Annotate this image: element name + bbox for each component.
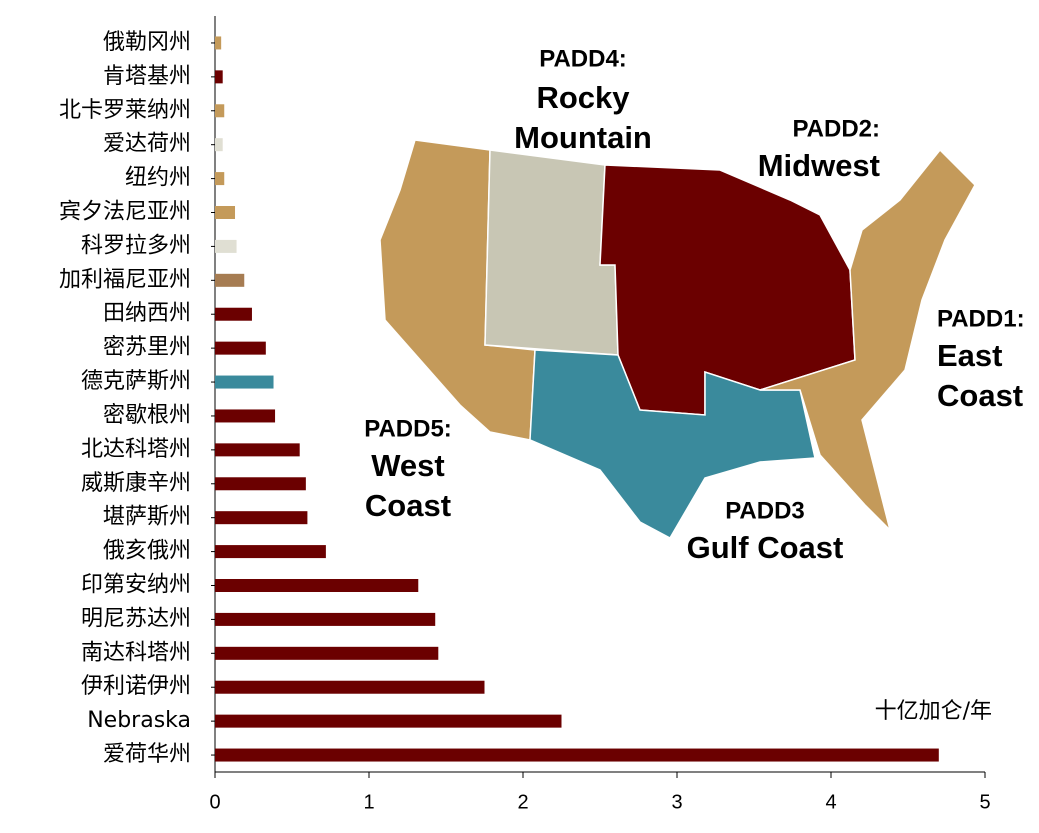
bar: [215, 443, 300, 457]
x-tick-label: 1: [363, 791, 374, 813]
y-tick-label: 密歇根州: [103, 403, 191, 428]
y-tick-label: 威斯康辛州: [81, 471, 191, 496]
map: [379, 139, 976, 540]
bar: [215, 579, 419, 592]
region-label: PADD2:: [792, 115, 880, 142]
bar: [215, 273, 245, 287]
region-label: Coast: [365, 488, 451, 523]
bar: [215, 477, 306, 491]
y-tick-label: 密苏里州: [103, 335, 191, 360]
y-tick-label: 加利福尼亚州: [59, 267, 191, 292]
map-region-rocky: [484, 149, 619, 356]
y-tick-label: 堪萨斯州: [103, 505, 191, 530]
bar: [215, 748, 939, 762]
y-tick-label: 科罗拉多州: [81, 233, 191, 258]
y-tick-label: 北卡罗莱纳州: [59, 98, 191, 123]
region-label: PADD5:: [364, 415, 452, 442]
map-region-gulf: [529, 349, 816, 540]
region-label: West: [371, 448, 445, 483]
y-tick-label: 印第安纳州: [81, 573, 191, 598]
bar: [215, 104, 225, 118]
bar: [215, 70, 223, 84]
bar: [215, 680, 485, 694]
bar: [215, 307, 252, 321]
region-label: East: [937, 338, 1002, 373]
y-tick-label: 爱荷华州: [103, 742, 191, 767]
y-tick-label: 肯塔基州: [103, 64, 191, 89]
y-tick-label: Nebraska: [87, 708, 191, 733]
x-tick-label: 4: [825, 791, 836, 813]
bar: [215, 511, 308, 525]
x-tick-label: 0: [209, 791, 220, 813]
x-tick-label: 3: [671, 791, 682, 813]
y-tick-label: 俄亥俄州: [103, 539, 191, 564]
y-tick-label: 田纳西州: [103, 301, 191, 326]
unit-label: 十亿加仑/年: [875, 699, 992, 724]
y-tick-label: 南达科塔州: [81, 640, 191, 665]
region-label: PADD1:: [937, 305, 1025, 332]
region-label: Coast: [937, 378, 1023, 413]
bar: [215, 646, 439, 660]
bar: [215, 341, 266, 355]
x-tick-label: 5: [979, 791, 990, 813]
bar: [215, 206, 236, 219]
y-tick-label: 明尼苏达州: [81, 606, 191, 631]
bar: [215, 36, 222, 50]
region-label: PADD3: [725, 497, 805, 524]
bar: [215, 375, 274, 389]
y-tick-label: 德克萨斯州: [81, 369, 191, 394]
y-tick-label: 北达科塔州: [81, 437, 191, 462]
bar: [215, 409, 276, 423]
y-tick-label: 俄勒冈州: [103, 30, 191, 55]
x-tick-label: 2: [517, 791, 528, 813]
bar: [215, 612, 436, 626]
region-label: Midwest: [758, 148, 880, 183]
region-label: Rocky: [536, 80, 630, 115]
y-tick-label: 纽约州: [125, 166, 191, 191]
y-tick-label: 爱达荷州: [103, 132, 191, 157]
bar: [215, 138, 223, 152]
y-tick-label: 宾夕法尼亚州: [59, 200, 191, 225]
bar: [215, 239, 237, 253]
y-tick-label: 伊利诺伊州: [81, 674, 191, 699]
map-region-east: [759, 148, 976, 533]
region-label: Mountain: [514, 120, 652, 155]
bar: [215, 545, 326, 559]
region-label: PADD4:: [539, 45, 627, 72]
bar: [215, 172, 225, 186]
region-label: Gulf Coast: [687, 530, 844, 565]
bar: [215, 714, 562, 728]
